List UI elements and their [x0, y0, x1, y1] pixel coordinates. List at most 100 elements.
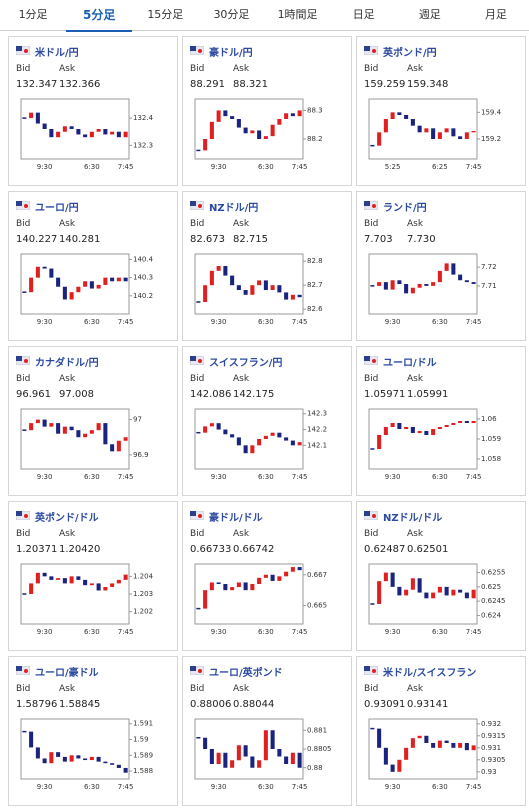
candle: [236, 582, 241, 588]
candle: [89, 430, 94, 434]
candle: [458, 274, 463, 281]
ask-label: Ask: [233, 374, 250, 384]
mini-chart: 140.2 140.3 140.4 9:30 6:30 7:45: [20, 253, 154, 326]
flag-icon: [16, 356, 30, 365]
timeframe-tab[interactable]: 週足: [396, 0, 463, 31]
ask-value: 82.715: [233, 234, 268, 245]
candle: [257, 280, 262, 286]
mini-chart: 132.3 132.4 9:30 6:30 7:45: [20, 98, 154, 171]
pair-title[interactable]: NZドル/ドル: [383, 513, 443, 524]
bid-label: Bid: [364, 64, 379, 74]
candle: [29, 112, 34, 119]
x-tick-label: 7:45: [292, 473, 308, 481]
candle: [216, 110, 221, 122]
candle: [123, 767, 128, 773]
candle: [290, 440, 295, 446]
candle: [243, 127, 248, 134]
timeframe-tab[interactable]: 5分足: [66, 0, 133, 32]
ask-value: 1.05991: [407, 389, 449, 400]
currency-card: 米ドル/スイスフラン Bid Ask 0.93091 0.93141 0.93 0.9305…: [356, 656, 526, 806]
candle: [29, 423, 34, 431]
candle: [223, 752, 228, 768]
candle: [471, 589, 476, 599]
y-tick-label: 159.4: [481, 108, 502, 116]
flag-dot: [198, 204, 202, 208]
timeframe-tab[interactable]: 1分足: [0, 0, 67, 31]
x-tick-label: 7:45: [118, 163, 134, 171]
flag-dot: [372, 359, 376, 363]
candle: [257, 577, 262, 584]
flag-canton: [16, 201, 22, 206]
candle: [297, 110, 302, 117]
candle: [437, 427, 442, 429]
pair-title[interactable]: 豪ドル/円: [209, 48, 253, 59]
timeframe-tab[interactable]: 月足: [462, 0, 529, 31]
pair-title[interactable]: NZドル/円: [209, 203, 259, 214]
pair-title[interactable]: ユーロ/円: [35, 203, 79, 214]
candle: [284, 113, 289, 119]
bid-value: 0.66733: [190, 544, 232, 555]
timeframe-tab[interactable]: 15分足: [132, 0, 199, 31]
candle: [377, 132, 382, 146]
pair-title[interactable]: 米ドル/円: [35, 48, 79, 59]
candle: [444, 128, 449, 133]
pair-title[interactable]: ユーロ/ドル: [383, 358, 437, 369]
candle: [216, 582, 221, 584]
currency-card: ユーロ/豪ドル Bid Ask 1.58796 1.58845 1.588 1.589 1.5…: [8, 656, 178, 806]
flag-canton: [16, 666, 22, 671]
pair-title[interactable]: ランド/円: [383, 203, 427, 214]
flag-bg: [16, 46, 30, 55]
candle: [297, 567, 302, 571]
x-tick-label: 6:25: [432, 163, 448, 171]
ask-value: 7.730: [407, 234, 436, 245]
candle: [464, 743, 469, 751]
x-tick-label: 9:30: [385, 783, 401, 791]
candle: [110, 131, 115, 135]
flag-canton: [364, 511, 370, 516]
y-tick-label: 97: [133, 416, 142, 424]
currency-card: 豪ドル/ドル Bid Ask 0.66733 0.66742 0.665 0.667 9:30…: [182, 501, 352, 651]
flag-dot: [372, 669, 376, 673]
candle: [203, 285, 208, 302]
candle: [284, 571, 289, 577]
candle: [42, 419, 47, 427]
x-tick-label: 6:30: [432, 783, 448, 791]
flag-icon: [190, 511, 204, 520]
candle: [236, 745, 241, 761]
x-tick-label: 7:45: [292, 628, 308, 636]
candle: [116, 579, 121, 584]
candle: [250, 285, 255, 295]
candle: [471, 131, 476, 133]
ask-value: 1.58845: [59, 699, 101, 710]
flag-icon: [364, 511, 378, 520]
candle: [103, 761, 108, 764]
pair-title[interactable]: ユーロ/英ポンド: [209, 668, 283, 679]
candle: [209, 121, 214, 139]
timeframe-tab[interactable]: 日足: [330, 0, 397, 31]
pair-title[interactable]: 米ドル/スイスフラン: [383, 668, 477, 679]
candle: [431, 592, 436, 599]
pair-title[interactable]: スイスフラン/円: [209, 358, 283, 369]
flag-icon: [364, 46, 378, 55]
pair-title[interactable]: カナダドル/円: [35, 358, 99, 369]
flag-canton: [364, 201, 370, 206]
mini-chart: 0.93 0.9305 0.931 0.9315 0.932 9:30 6:30 7:45: [368, 718, 506, 791]
timeframe-tab[interactable]: 30分足: [198, 0, 265, 31]
flag-dot: [24, 49, 28, 53]
timeframe-tab[interactable]: 1時間足: [264, 0, 331, 31]
flag-icon: [16, 46, 30, 55]
plot-frame: [20, 408, 130, 470]
flag-bg: [190, 46, 204, 55]
pair-title[interactable]: 英ポンド/ドル: [35, 513, 99, 524]
pair-title[interactable]: 英ポンド/円: [383, 48, 437, 59]
candle: [116, 440, 121, 452]
candle: [404, 747, 409, 760]
pair-title[interactable]: 豪ドル/ドル: [209, 513, 263, 524]
flag-icon: [364, 666, 378, 675]
flag-dot: [198, 49, 202, 53]
pair-title[interactable]: ユーロ/豪ドル: [35, 668, 99, 679]
flag-canton: [364, 356, 370, 361]
currency-card: 米ドル/円 Bid Ask 132.347 132.366 132.3 132.4 9:30 6…: [8, 36, 178, 186]
bid-value: 0.88006: [190, 699, 232, 710]
